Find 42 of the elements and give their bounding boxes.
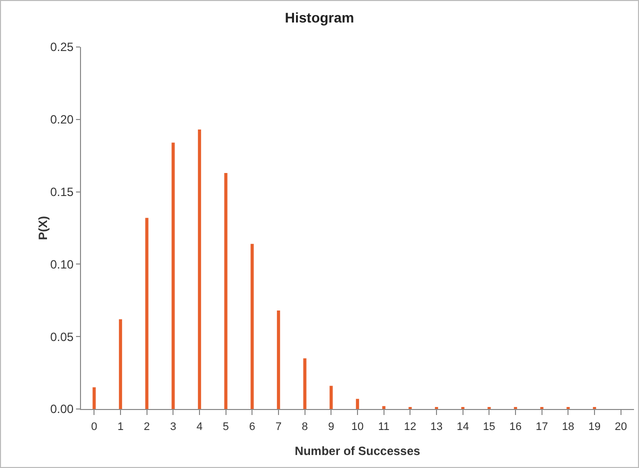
x-tick-label: 17: [536, 421, 548, 434]
x-tick-label: 20: [614, 421, 627, 434]
x-tick-label: 15: [483, 421, 496, 434]
y-tick-label: 0.15: [50, 185, 74, 199]
bar: [330, 386, 333, 409]
x-tick-label: 19: [588, 421, 601, 434]
x-tick-label: 14: [456, 421, 469, 434]
x-tick-label: 11: [378, 421, 390, 434]
bar: [276, 310, 280, 409]
y-axis-title: P(X): [36, 216, 50, 240]
x-tick-label: 18: [562, 421, 574, 434]
x-tick-label: 4: [196, 421, 203, 434]
x-tick-label: 5: [222, 421, 229, 434]
x-tick-label: 1: [117, 421, 124, 434]
bar: [172, 142, 175, 409]
x-tick-label: 3: [170, 421, 176, 434]
x-tick-label: 10: [351, 421, 364, 434]
x-tick-label: 7: [275, 421, 282, 434]
x-tick-label: 13: [430, 421, 443, 434]
x-tick-label: 6: [249, 421, 256, 434]
bar: [224, 172, 228, 409]
bar: [356, 398, 360, 409]
bar: [198, 130, 202, 409]
y-tick-label: 0.00: [50, 402, 74, 416]
bar: [303, 358, 306, 409]
y-tick-label: 0.10: [50, 257, 74, 272]
x-tick-label: 16: [509, 421, 522, 434]
y-tick-label: 0.25: [50, 40, 74, 54]
y-tick-label: 0.05: [50, 330, 74, 344]
bar: [382, 406, 386, 409]
chart-title: Histogram: [284, 9, 354, 26]
bar: [92, 387, 96, 409]
y-tick-label: 0.20: [50, 112, 74, 127]
bar: [250, 244, 254, 409]
x-tick-label: 2: [144, 421, 150, 434]
x-tick-label: 0: [91, 421, 98, 434]
bar: [118, 319, 122, 409]
x-tick-label: 9: [328, 421, 334, 434]
bar: [145, 218, 148, 409]
x-tick-label: 12: [404, 421, 416, 434]
x-axis-title: Number of Successes: [294, 444, 421, 458]
x-tick-label: 8: [302, 421, 308, 434]
